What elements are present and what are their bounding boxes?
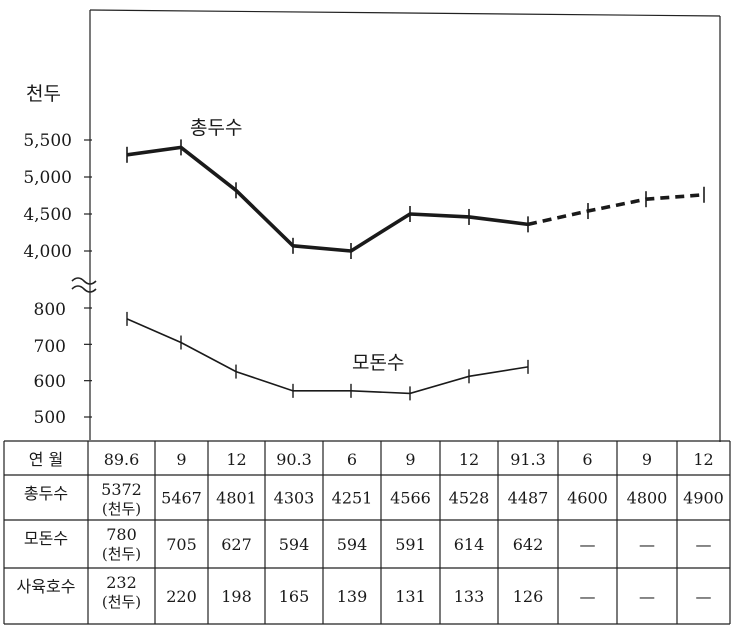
table-cell: 126 — [513, 587, 544, 606]
table-cell: 4900 — [683, 489, 724, 508]
table-header-cell: 91.3 — [510, 450, 546, 469]
table-cell: 780 — [106, 525, 137, 544]
table-header-cell: 90.3 — [276, 450, 312, 469]
lower-tick-label: 500 — [34, 408, 66, 428]
upper-tick-label: 5,500 — [23, 131, 72, 151]
table-row-label: 사육호수 — [17, 577, 76, 596]
table-header-cell: 9 — [642, 450, 652, 469]
table-row-label: 모돈수 — [24, 529, 68, 548]
series-line-total — [126, 145, 529, 253]
upper-tick-label: 5,000 — [23, 168, 72, 188]
table-cell: 198 — [221, 587, 252, 606]
series-line-sows — [126, 318, 529, 395]
table-cell: — — [696, 535, 712, 554]
table-cell: 594 — [337, 535, 368, 554]
table-header-cell: 9 — [405, 450, 415, 469]
series-label-sows: 모돈수 — [352, 352, 404, 374]
series-line-total-forecast — [527, 192, 705, 227]
table-cell: 614 — [454, 535, 485, 554]
table-cell: 5372 — [101, 480, 142, 499]
table-cell: 220 — [166, 587, 197, 606]
y-axis-unit-label: 천두 — [26, 83, 61, 105]
table-cell: 705 — [166, 535, 197, 554]
table-cell: 165 — [279, 587, 310, 606]
upper-tick-label: 4,000 — [23, 242, 72, 262]
table-cell: 627 — [221, 535, 252, 554]
table-cell: 4566 — [390, 489, 431, 508]
table-cell-unit: (천두) — [102, 545, 141, 563]
series-label-total: 총두수 — [190, 117, 242, 139]
table-cell: 591 — [395, 535, 426, 554]
table-cell: 4487 — [508, 489, 549, 508]
table-cell: — — [696, 587, 712, 606]
table-cell: 139 — [337, 587, 368, 606]
series-layer — [126, 139, 705, 401]
upper-tick-label: 4,500 — [23, 205, 72, 225]
table-cell-unit: (천두) — [102, 500, 141, 518]
table-cell: 4303 — [274, 489, 315, 508]
table-cell-unit: (천두) — [102, 593, 141, 611]
upper-y-ticks: 4,000 4,500 5,000 5,500 — [23, 131, 92, 262]
table-header-cell: 6 — [582, 450, 592, 469]
top-border — [89, 9, 721, 17]
lower-tick-label: 800 — [34, 300, 66, 320]
table-cell: — — [639, 535, 655, 554]
table-header-cell: 89.6 — [104, 450, 140, 469]
table-cell: 4800 — [627, 489, 668, 508]
table-cell: 4600 — [567, 489, 608, 508]
table-cell: — — [580, 587, 596, 606]
table-cell: 133 — [454, 587, 485, 606]
table-header-cell: 12 — [693, 450, 713, 469]
table-cell: — — [580, 535, 596, 554]
table-header-cell: 6 — [347, 450, 357, 469]
table-cell: 131 — [395, 587, 426, 606]
table-cell: 4528 — [449, 489, 490, 508]
table-cell: 5467 — [161, 489, 202, 508]
lower-tick-label: 600 — [34, 372, 66, 392]
table-cell: 642 — [513, 535, 544, 554]
table-header-cell: 12 — [226, 450, 246, 469]
lower-tick-label: 700 — [34, 337, 66, 357]
axis-break-symbol — [71, 277, 97, 293]
table-row-label: 총두수 — [24, 484, 68, 503]
table-cell: 232 — [106, 573, 137, 592]
table-cell: 4801 — [216, 489, 257, 508]
table-header-label: 연 월 — [29, 450, 64, 469]
table-header-cell: 9 — [176, 450, 186, 469]
table-header-cell: 12 — [459, 450, 479, 469]
table-cell: — — [639, 587, 655, 606]
lower-y-ticks: 800 700 600 500 — [34, 300, 92, 428]
table-cell: 594 — [279, 535, 310, 554]
table-cell: 4251 — [332, 489, 373, 508]
